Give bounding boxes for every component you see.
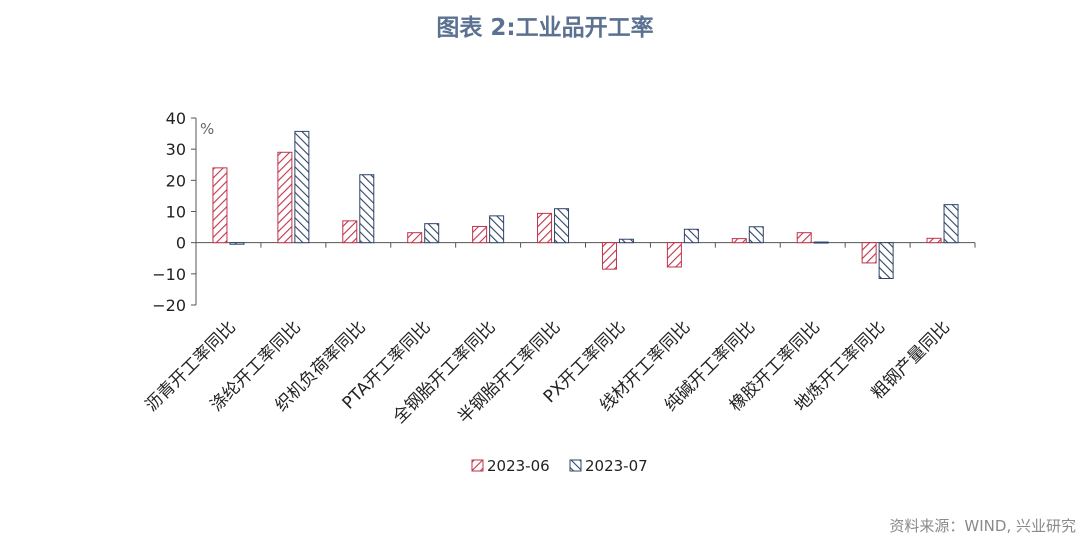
bar-2023-06-6 [601, 242, 617, 270]
bar-2023-07-6 [618, 238, 634, 244]
y-tick-label: 20 [166, 171, 186, 190]
bar-2023-07-8 [748, 226, 764, 244]
bar-2023-06-9 [796, 232, 812, 244]
y-tick-label: −10 [152, 265, 186, 284]
bar-2023-07-3 [424, 223, 440, 244]
y-axis: −20 −10 0 10 20 30 40 [152, 109, 197, 315]
legend-label-2023-07: 2023-07 [585, 457, 648, 475]
legend: 2023-06 2023-07 [471, 457, 648, 475]
x-axis [195, 242, 976, 248]
bar-2023-06-7 [666, 242, 682, 268]
bar-2023-06-10 [861, 242, 877, 264]
bar-2023-06-3 [407, 232, 423, 244]
bars [212, 130, 959, 280]
bar-2023-06-8 [731, 238, 747, 244]
bar-2023-07-2 [359, 174, 375, 244]
bar-2023-06-2 [342, 220, 358, 244]
chart-title: 图表 2:工业品开工率 [436, 15, 654, 41]
legend-swatch-2023-07 [569, 459, 582, 472]
bar-2023-07-9 [813, 241, 829, 244]
unit-label: % [200, 120, 214, 138]
legend-label-2023-06: 2023-06 [487, 457, 550, 475]
y-tick-label: 30 [166, 140, 186, 159]
bar-2023-07-4 [489, 215, 505, 244]
y-tick-label: 40 [166, 109, 186, 128]
y-tick-label: 10 [166, 203, 186, 222]
bar-2023-07-7 [683, 228, 699, 244]
bar-2023-07-5 [554, 208, 570, 244]
y-tick-label: −20 [152, 296, 186, 315]
bar-2023-07-10 [878, 242, 894, 280]
bar-2023-07-1 [294, 130, 310, 244]
bar-2023-06-5 [537, 212, 553, 244]
bar-2023-06-11 [926, 237, 942, 244]
bar-2023-06-0 [212, 167, 228, 244]
y-tick-label: 0 [176, 234, 186, 253]
bar-2023-06-1 [277, 151, 293, 244]
source-note: 资料来源：WIND, 兴业研究 [889, 517, 1076, 535]
bar-chart: −20 −10 0 10 20 30 40 沥青开工率同比涤纶开工率同比织机负荷率同比PTA… [142, 109, 976, 475]
bar-2023-06-4 [472, 225, 488, 244]
legend-swatch-2023-06 [471, 459, 484, 472]
bar-2023-07-0 [229, 242, 245, 245]
bar-2023-07-11 [943, 204, 959, 244]
x-tick-labels: 沥青开工率同比涤纶开工率同比织机负荷率同比PTA开工率同比全钢胎开工率同比半钢胎… [142, 317, 954, 427]
